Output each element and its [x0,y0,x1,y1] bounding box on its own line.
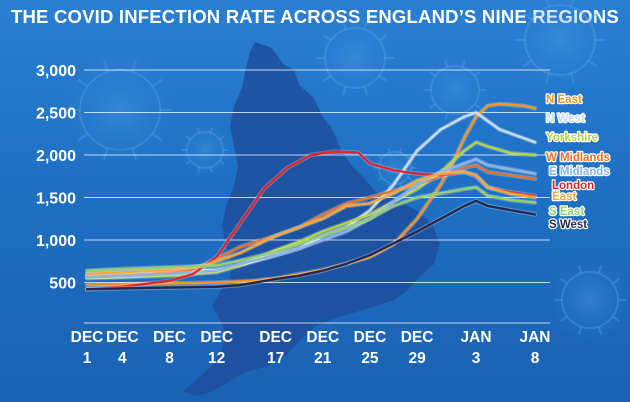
svg-text:25: 25 [361,350,379,367]
x-tick-label: DEC 8 [153,329,186,367]
svg-text:17: 17 [267,350,284,367]
series-line-s-west [84,198,538,292]
virus-icon [548,258,630,342]
y-tick-label: 1,500 [36,191,76,208]
chart-title: THE COVID INFECTION RATE ACROSS ENGLAND’… [11,6,619,27]
england-map-silhouette [182,42,440,396]
svg-text:3: 3 [472,350,481,367]
x-tick-label: JAN 8 [519,329,550,367]
svg-text:DEC: DEC [306,329,339,346]
series-line-w-midlands [84,162,538,279]
x-tick-label: DEC 17 [259,329,292,367]
svg-text:JAN: JAN [519,329,550,346]
y-tick-label: 2,500 [36,106,76,123]
svg-text:DEC: DEC [153,329,186,346]
svg-text:8: 8 [165,350,174,367]
legend-entry: N West [546,113,585,125]
series-line-s-east [84,185,538,273]
x-tick-label: DEC 4 [106,329,139,367]
y-tick-label: 2,000 [36,148,76,165]
x-tick-label: DEC 12 [200,329,233,367]
x-tick-label: DEC 25 [354,329,387,367]
svg-text:29: 29 [408,350,426,367]
svg-text:4: 4 [118,350,127,367]
svg-text:JAN: JAN [461,329,492,346]
svg-text:DEC: DEC [259,329,292,346]
virus-icon [178,123,232,177]
legend-entry: East [552,191,576,203]
series-line-e-midlands [84,157,538,280]
x-tick-label: JAN 3 [461,329,492,367]
svg-text:DEC: DEC [71,329,104,346]
virus-icon [419,54,491,126]
virus-icon [507,0,613,93]
legend-entry: Yorkshire [546,132,598,144]
legend-entry: N East [546,94,582,106]
x-tick-label: DEC 29 [401,329,434,367]
x-tick-label: DEC 1 [71,329,104,367]
x-axis-tick-labels: DEC 1 DEC 4 DEC 8 DEC 12 DEC 17 DEC 21 DEC 25 DEC 29 JAN… [71,329,551,367]
svg-text:DEC: DEC [354,329,387,346]
svg-text:DEC: DEC [200,329,233,346]
svg-text:12: 12 [208,350,225,367]
y-axis-tick-labels: 500 1,000 1,500 2,000 2,500 3,000 [36,63,76,293]
svg-text:1: 1 [83,350,92,367]
svg-text:DEC: DEC [401,329,434,346]
legend-entry: S East [549,206,584,218]
svg-text:8: 8 [531,350,540,367]
legend: N East N West Yorkshire W Midlands E Midland… [545,93,611,232]
virus-background-decoration [60,0,630,342]
legend-entry: London [552,180,594,192]
virus-icon [310,13,400,103]
y-tick-label: 500 [49,276,76,293]
series-line-yorkshire [84,140,538,281]
virus-icon [60,50,180,170]
y-tick-label: 1,000 [36,233,76,250]
x-tick-label: DEC 21 [306,329,339,367]
svg-text:21: 21 [314,350,332,367]
virus-icon [371,144,419,192]
legend-entry: E Midlands [549,166,610,178]
legend-entry: S West [549,219,587,231]
svg-text:DEC: DEC [106,329,139,346]
series-lines [84,101,538,292]
legend-entry: W Midlands [546,152,610,164]
y-tick-label: 3,000 [36,63,76,80]
